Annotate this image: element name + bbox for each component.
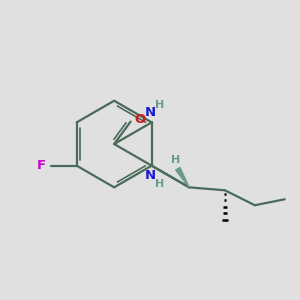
Text: O: O [134,113,146,126]
Text: F: F [37,159,46,172]
Text: H: H [155,178,165,189]
Text: H: H [171,155,180,166]
Polygon shape [176,167,189,187]
Text: N: N [145,106,156,119]
Text: N: N [145,169,156,182]
Text: H: H [155,100,165,110]
